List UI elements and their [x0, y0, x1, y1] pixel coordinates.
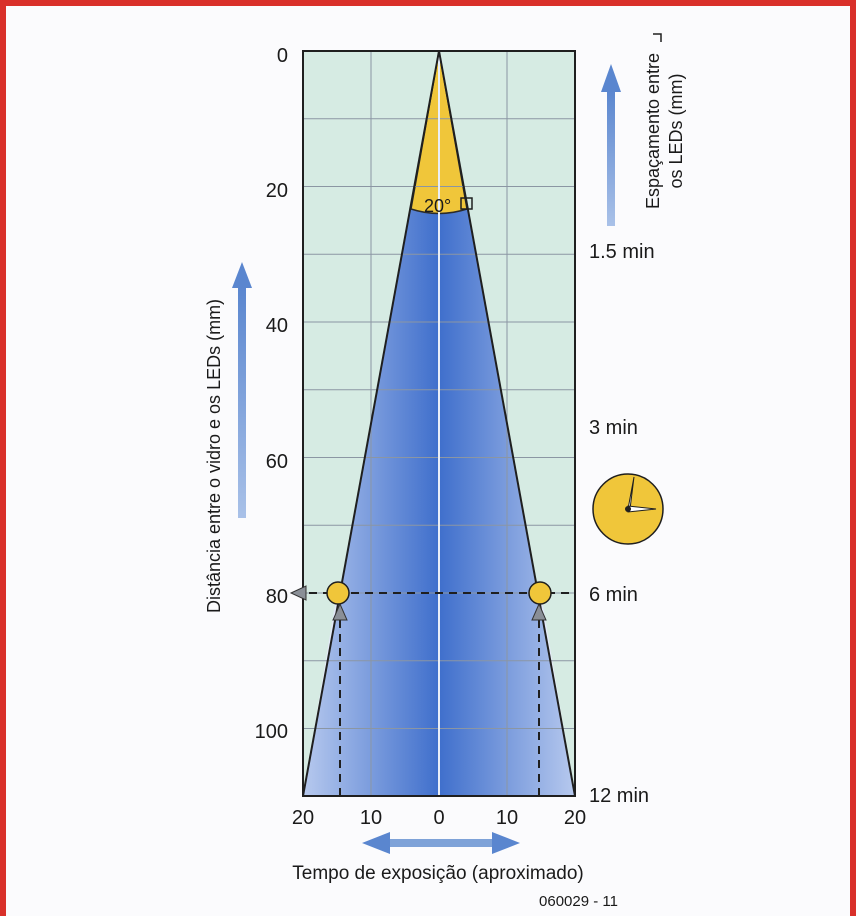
x-tick-0: 0	[433, 807, 444, 829]
cone-edge-right	[438, 50, 576, 797]
spacing-up-arrow	[601, 64, 621, 226]
exposure-diagram: 20° 0 20 40 60 80 100 20 10 0 10 20 1.5 …	[204, 33, 686, 910]
clock-icon	[592, 473, 664, 545]
y-tick-20: 20	[266, 180, 288, 202]
angle-marker-box	[460, 197, 473, 210]
marker-dot-right	[528, 581, 552, 605]
spacing-label-line2: os LEDs (mm)	[666, 73, 686, 188]
left-pointer-arrow	[289, 585, 307, 601]
time-double-arrow	[362, 832, 520, 854]
y-tick-40: 40	[266, 315, 288, 337]
angle-label: 20°	[424, 196, 451, 216]
x-tick-right-20: 20	[564, 807, 586, 829]
y-axis-up-arrow	[232, 262, 252, 518]
figure-code: 060029 - 11	[539, 893, 618, 910]
spacing-label-bracket	[653, 33, 662, 42]
marker-dot-left	[326, 581, 350, 605]
up-arrow-right	[531, 602, 547, 621]
x-tick-left-20: 20	[292, 807, 314, 829]
y-tick-100: 100	[255, 721, 288, 743]
time-label-6min: 6 min	[589, 584, 638, 606]
time-label-12min: 12 min	[589, 785, 649, 807]
y-axis-label: Distância entre o vidro e os LEDs (mm)	[204, 299, 224, 613]
y-tick-60: 60	[266, 451, 288, 473]
plot-border	[302, 50, 576, 797]
cone-edge-left	[302, 50, 440, 797]
time-label-3min: 3 min	[589, 417, 638, 439]
x-axis-label: Tempo de exposição (aproximado)	[292, 863, 584, 884]
spacing-label-line1: Espaçamento entre	[643, 53, 663, 209]
x-tick-right-10: 10	[496, 807, 518, 829]
up-arrow-left	[332, 602, 348, 621]
x-tick-left-10: 10	[360, 807, 382, 829]
time-label-1-5min: 1.5 min	[589, 241, 655, 263]
y-tick-80: 80	[266, 586, 288, 608]
y-tick-0: 0	[277, 45, 288, 67]
